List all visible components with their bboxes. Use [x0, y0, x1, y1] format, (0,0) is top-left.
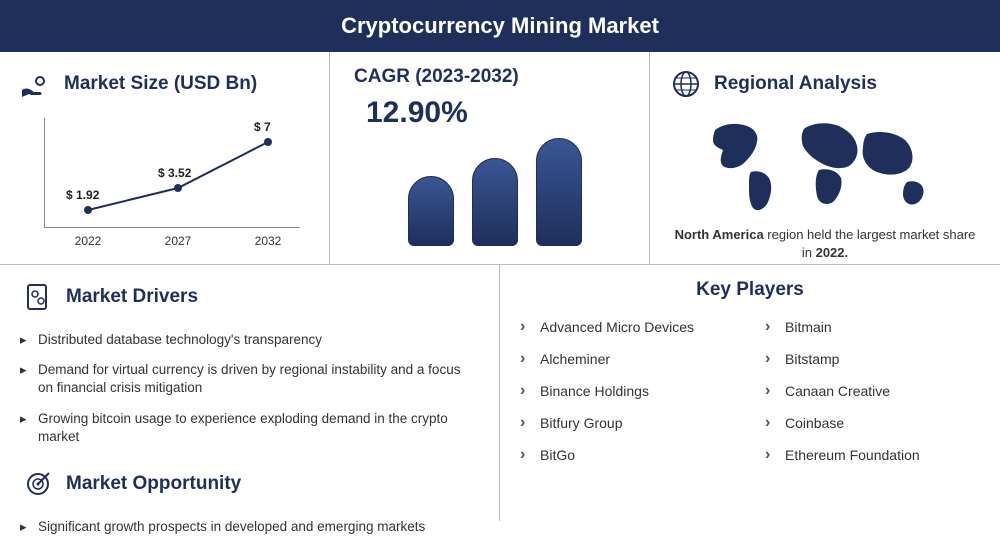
header-bar: Cryptocurrency Mining Market: [0, 0, 1000, 52]
key-players-col2: Bitmain Bitstamp Canaan Creative Coinbas…: [765, 311, 980, 471]
top-row: Market Size (USD Bn) $ 1.92 $ 3.52 $ 7 2…: [0, 52, 1000, 265]
regional-bold-region: North America: [675, 227, 764, 242]
list-item: Advanced Micro Devices: [520, 311, 735, 343]
opportunity-head: Market Opportunity: [20, 466, 479, 502]
cagr-panel: CAGR (2023-2032) 12.90%: [330, 52, 650, 264]
list-item: Bitfury Group: [520, 407, 735, 439]
target-arrow-icon: [20, 466, 56, 502]
list-item: Demand for virtual currency is driven by…: [20, 355, 479, 403]
list-item: Bitstamp: [765, 343, 980, 375]
regional-bold-year: 2022.: [816, 245, 849, 260]
market-size-panel: Market Size (USD Bn) $ 1.92 $ 3.52 $ 7 2…: [0, 52, 330, 264]
bar: [408, 176, 454, 246]
gears-doc-icon: [20, 279, 56, 315]
bottom-row: Market Drivers Distributed database tech…: [0, 265, 1000, 521]
hand-coins-icon: [18, 66, 54, 102]
list-item: Growing bitcoin usage to experience expl…: [20, 404, 479, 452]
opportunity-title: Market Opportunity: [66, 473, 241, 495]
regional-head: Regional Analysis: [668, 66, 982, 102]
list-item: Bitmain: [765, 311, 980, 343]
list-item: Coinbase: [765, 407, 980, 439]
bar: [536, 138, 582, 246]
list-item: Ethereum Foundation: [765, 439, 980, 471]
regional-mid: region held the largest market share in: [764, 227, 976, 260]
opportunity-list: Significant growth prospects in develope…: [20, 512, 479, 542]
cagr-value: 12.90%: [366, 96, 631, 130]
point-label: $ 1.92: [66, 188, 99, 202]
list-item: Canaan Creative: [765, 375, 980, 407]
drivers-list: Distributed database technology's transp…: [20, 325, 479, 452]
regional-title: Regional Analysis: [714, 73, 877, 95]
key-players-panel: Key Players Advanced Micro Devices Alche…: [500, 265, 1000, 521]
point-label: $ 7: [254, 120, 271, 134]
drivers-title: Market Drivers: [66, 286, 198, 308]
page-title: Cryptocurrency Mining Market: [341, 13, 659, 39]
point-label: $ 3.52: [158, 166, 191, 180]
drivers-panel: Market Drivers Distributed database tech…: [0, 265, 500, 521]
globe-icon: [668, 66, 704, 102]
list-item: Distributed database technology's transp…: [20, 325, 479, 355]
market-size-chart: $ 1.92 $ 3.52 $ 7 2022 2027 2032: [18, 110, 308, 250]
bar: [472, 158, 518, 246]
key-players-title: Key Players: [520, 279, 980, 301]
x-tick-label: 2022: [75, 234, 102, 248]
x-tick-label: 2027: [165, 234, 192, 248]
market-size-title: Market Size (USD Bn): [64, 73, 257, 95]
cagr-title: CAGR (2023-2032): [354, 66, 631, 88]
list-item: Alcheminer: [520, 343, 735, 375]
drivers-head: Market Drivers: [20, 279, 479, 315]
data-point: [174, 184, 182, 192]
market-size-head: Market Size (USD Bn): [18, 66, 311, 102]
x-tick-label: 2032: [255, 234, 282, 248]
key-players-columns: Advanced Micro Devices Alcheminer Binanc…: [520, 311, 980, 471]
list-item: Binance Holdings: [520, 375, 735, 407]
key-players-col1: Advanced Micro Devices Alcheminer Binanc…: [520, 311, 735, 471]
world-map-icon: [695, 110, 955, 220]
regional-panel: Regional Analysis North America region h…: [650, 52, 1000, 264]
list-item: BitGo: [520, 439, 735, 471]
list-item: Significant growth prospects in develope…: [20, 512, 479, 542]
regional-summary: North America region held the largest ma…: [668, 226, 982, 262]
data-point: [264, 138, 272, 146]
data-point: [84, 206, 92, 214]
cagr-bars: [408, 136, 631, 246]
